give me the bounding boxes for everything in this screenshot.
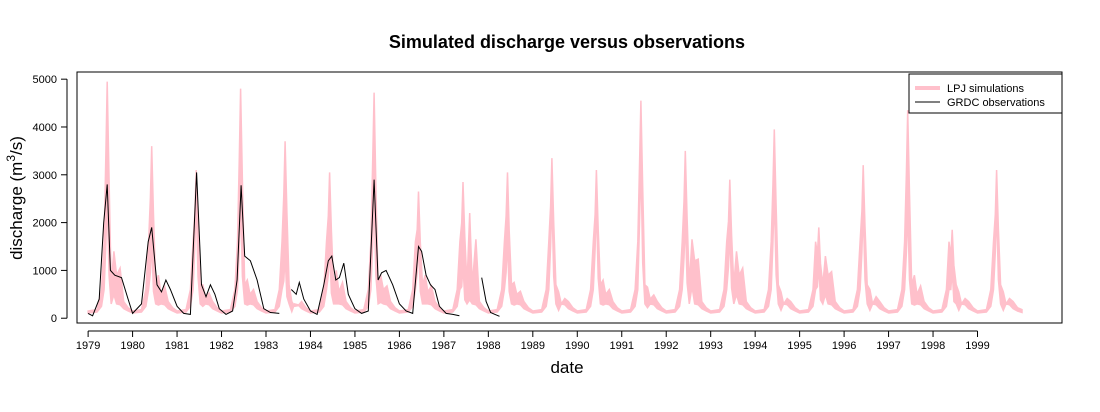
legend-label-simulations: LPJ simulations — [947, 83, 1025, 95]
x-axis-label: date — [550, 358, 583, 377]
y-axis-label-superscript: 3 — [4, 155, 18, 162]
legend: LPJ simulations GRDC observations — [908, 73, 1063, 114]
x-tick-label: 1988 — [476, 340, 500, 352]
x-tick-label: 1982 — [209, 340, 233, 352]
y-tick-label: 5000 — [33, 74, 57, 86]
y-tick-label: 3000 — [33, 170, 57, 182]
x-tick-label: 1994 — [743, 340, 767, 352]
legend-label-observations: GRDC observations — [947, 97, 1045, 109]
x-tick-label: 1999 — [965, 340, 989, 352]
x-tick-label: 1992 — [654, 340, 678, 352]
x-tick-label: 1990 — [565, 340, 589, 352]
x-tick-label: 1979 — [76, 340, 100, 352]
observation-line-segment — [87, 172, 280, 317]
x-tick-label: 1991 — [610, 340, 634, 352]
x-tick-label: 1980 — [120, 340, 144, 352]
x-tick-label: 1997 — [876, 340, 900, 352]
y-axis-label-suffix: /s) — [7, 136, 26, 155]
observation-line-segment — [481, 277, 500, 317]
x-tick-label: 1989 — [521, 340, 545, 352]
x-tick-label: 1983 — [254, 340, 278, 352]
x-tick-label: 1986 — [387, 340, 411, 352]
y-tick-label: 0 — [51, 313, 57, 325]
y-tick-label: 4000 — [33, 122, 57, 134]
x-tick-label: 1987 — [432, 340, 456, 352]
y-axis: 0 1000 2000 3000 4000 5000 — [33, 74, 68, 325]
plot-frame — [76, 71, 1063, 324]
grdc-observations-series — [87, 172, 500, 317]
x-tick-label: 1984 — [298, 340, 322, 352]
x-axis: 1979 1980 1981 1982 1983 1984 1985 1986 1987 1988… — [76, 330, 990, 352]
x-tick-label: 1996 — [832, 340, 856, 352]
y-tick-label: 1000 — [33, 265, 57, 277]
legend-box — [908, 73, 1063, 114]
x-tick-label: 1993 — [698, 340, 722, 352]
observation-line-segment — [290, 179, 460, 317]
x-tick-label: 1995 — [787, 340, 811, 352]
y-tick-label: 2000 — [33, 218, 57, 230]
y-axis-label: discharge (m3/s) — [4, 136, 26, 260]
x-tick-label: 1985 — [343, 340, 367, 352]
y-axis-label-text: discharge (m — [7, 162, 26, 260]
lpj-simulations-series — [87, 81, 1023, 314]
simulation-band — [87, 81, 1023, 314]
x-tick-label: 1998 — [921, 340, 945, 352]
x-tick-label: 1981 — [165, 340, 189, 352]
chart-title: Simulated discharge versus observations — [389, 32, 745, 52]
